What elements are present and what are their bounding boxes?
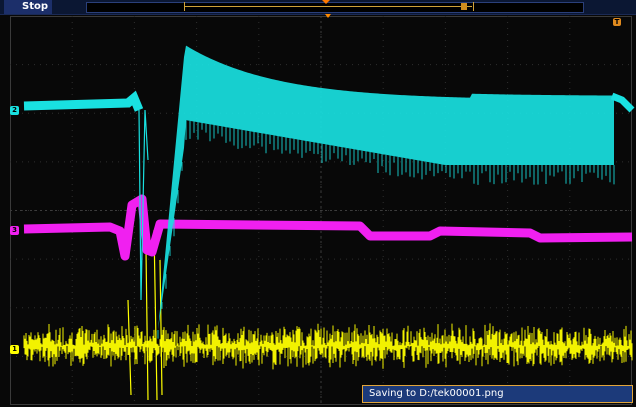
- channel-2-tail: [612, 96, 632, 110]
- channel-3-trace: [24, 199, 632, 256]
- channel-2-baseline: [24, 98, 139, 110]
- channel-1-spikes: [128, 230, 162, 400]
- channel-2-burst: [158, 46, 614, 330]
- channel-2-marker[interactable]: 2: [10, 106, 19, 115]
- save-status-box: Saving to D:/tek00001.png: [362, 385, 633, 403]
- trigger-icon[interactable]: T: [613, 18, 621, 26]
- channel-3-marker[interactable]: 3: [10, 226, 19, 235]
- channel-1-marker[interactable]: 1: [10, 345, 19, 354]
- channel-1-trace: [24, 323, 632, 369]
